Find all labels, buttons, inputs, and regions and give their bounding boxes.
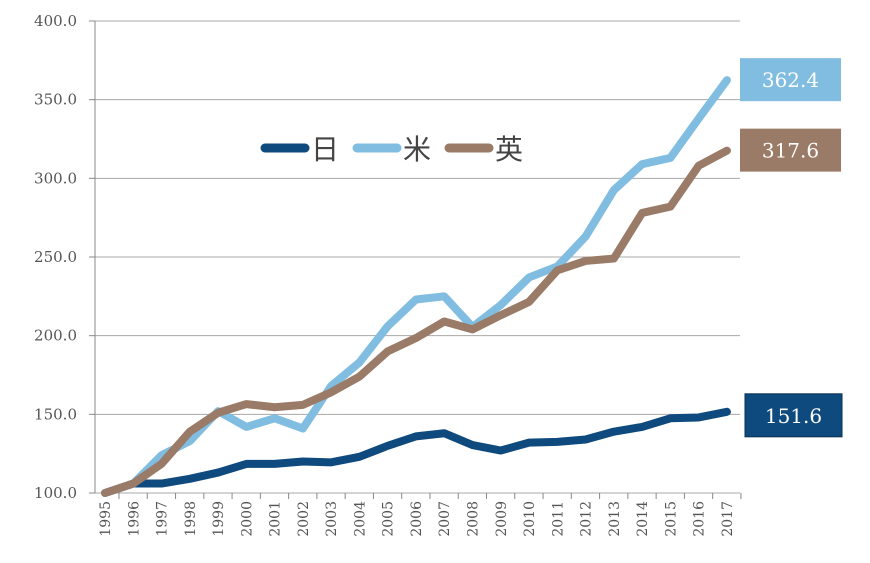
end-label: 151.6: [765, 404, 822, 428]
y-tick-label: 200.0: [34, 327, 77, 345]
legend-label: 日: [311, 133, 339, 166]
y-tick-label: 400.0: [34, 12, 77, 30]
x-tick-label: 2007: [437, 501, 453, 537]
legend: 日米英: [260, 133, 523, 166]
end-label-box: [740, 58, 841, 102]
series-lines: [101, 76, 731, 497]
x-tick-label: 1997: [155, 501, 171, 537]
legend-label: 米: [403, 133, 431, 166]
end-labels: 151.6 362.4 317.6: [740, 58, 843, 438]
end-label-box: [740, 128, 841, 172]
x-tick-label: 2017: [720, 501, 736, 537]
x-tick-label: 2012: [579, 501, 595, 537]
x-tick-label: 1998: [183, 501, 199, 537]
y-tick-label: 250.0: [34, 248, 77, 266]
x-tick-label: 2002: [296, 501, 312, 537]
x-tick-label: 1995: [98, 501, 114, 537]
y-tick-label: 300.0: [34, 169, 77, 187]
legend-label: 英: [495, 133, 523, 166]
series-line-0: [101, 407, 731, 497]
x-tick-label: 2011: [550, 501, 566, 537]
x-tick-label: 2010: [522, 501, 538, 537]
x-tick-label: 2014: [635, 501, 651, 537]
end-label: 362.4: [762, 68, 819, 92]
end-label: 317.6: [762, 139, 819, 163]
x-tick-label: 2008: [466, 501, 482, 537]
x-tick-label: 2016: [692, 501, 708, 537]
x-tick-label: 1999: [211, 501, 227, 537]
x-tick-label: 2001: [268, 501, 284, 537]
y-axis: 100.0 150.0 200.0 250.0 300.0 350.0 400.0: [34, 12, 95, 502]
series-line-2: [101, 146, 731, 497]
x-tick-label: 1996: [126, 501, 142, 537]
gridlines: [94, 20, 740, 494]
x-tick-label: 2005: [381, 501, 397, 537]
x-tick-label: 2006: [409, 501, 425, 537]
end-label-box: [744, 393, 843, 438]
x-tick-label: 2000: [239, 501, 255, 537]
x-axis: 1995 1996 1997 1998 1999 2000 2001 2002 2003 2004…: [98, 493, 742, 537]
y-tick-label: 350.0: [34, 91, 77, 109]
x-tick-label: 2015: [663, 501, 679, 537]
x-tick-label: 2003: [324, 501, 340, 537]
x-tick-label: 2004: [352, 501, 368, 537]
x-tick-label: 2009: [494, 501, 510, 537]
y-tick-label: 100.0: [34, 484, 77, 502]
x-tick-label: 2013: [607, 501, 623, 537]
y-tick-label: 150.0: [34, 405, 77, 423]
